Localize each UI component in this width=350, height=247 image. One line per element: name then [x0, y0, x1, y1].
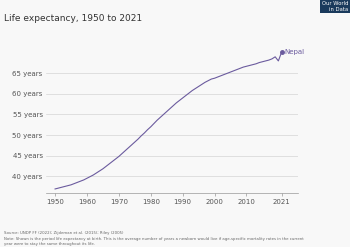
- Text: Nepal: Nepal: [284, 49, 304, 55]
- Text: Life expectancy, 1950 to 2021: Life expectancy, 1950 to 2021: [4, 14, 142, 22]
- Text: Source: UNDP FF (2022); Zijdeman et al. (2015); Riley (2005)
Note: Shown is the : Source: UNDP FF (2022); Zijdeman et al. …: [4, 231, 303, 246]
- Text: Our World
in Data: Our World in Data: [322, 1, 348, 12]
